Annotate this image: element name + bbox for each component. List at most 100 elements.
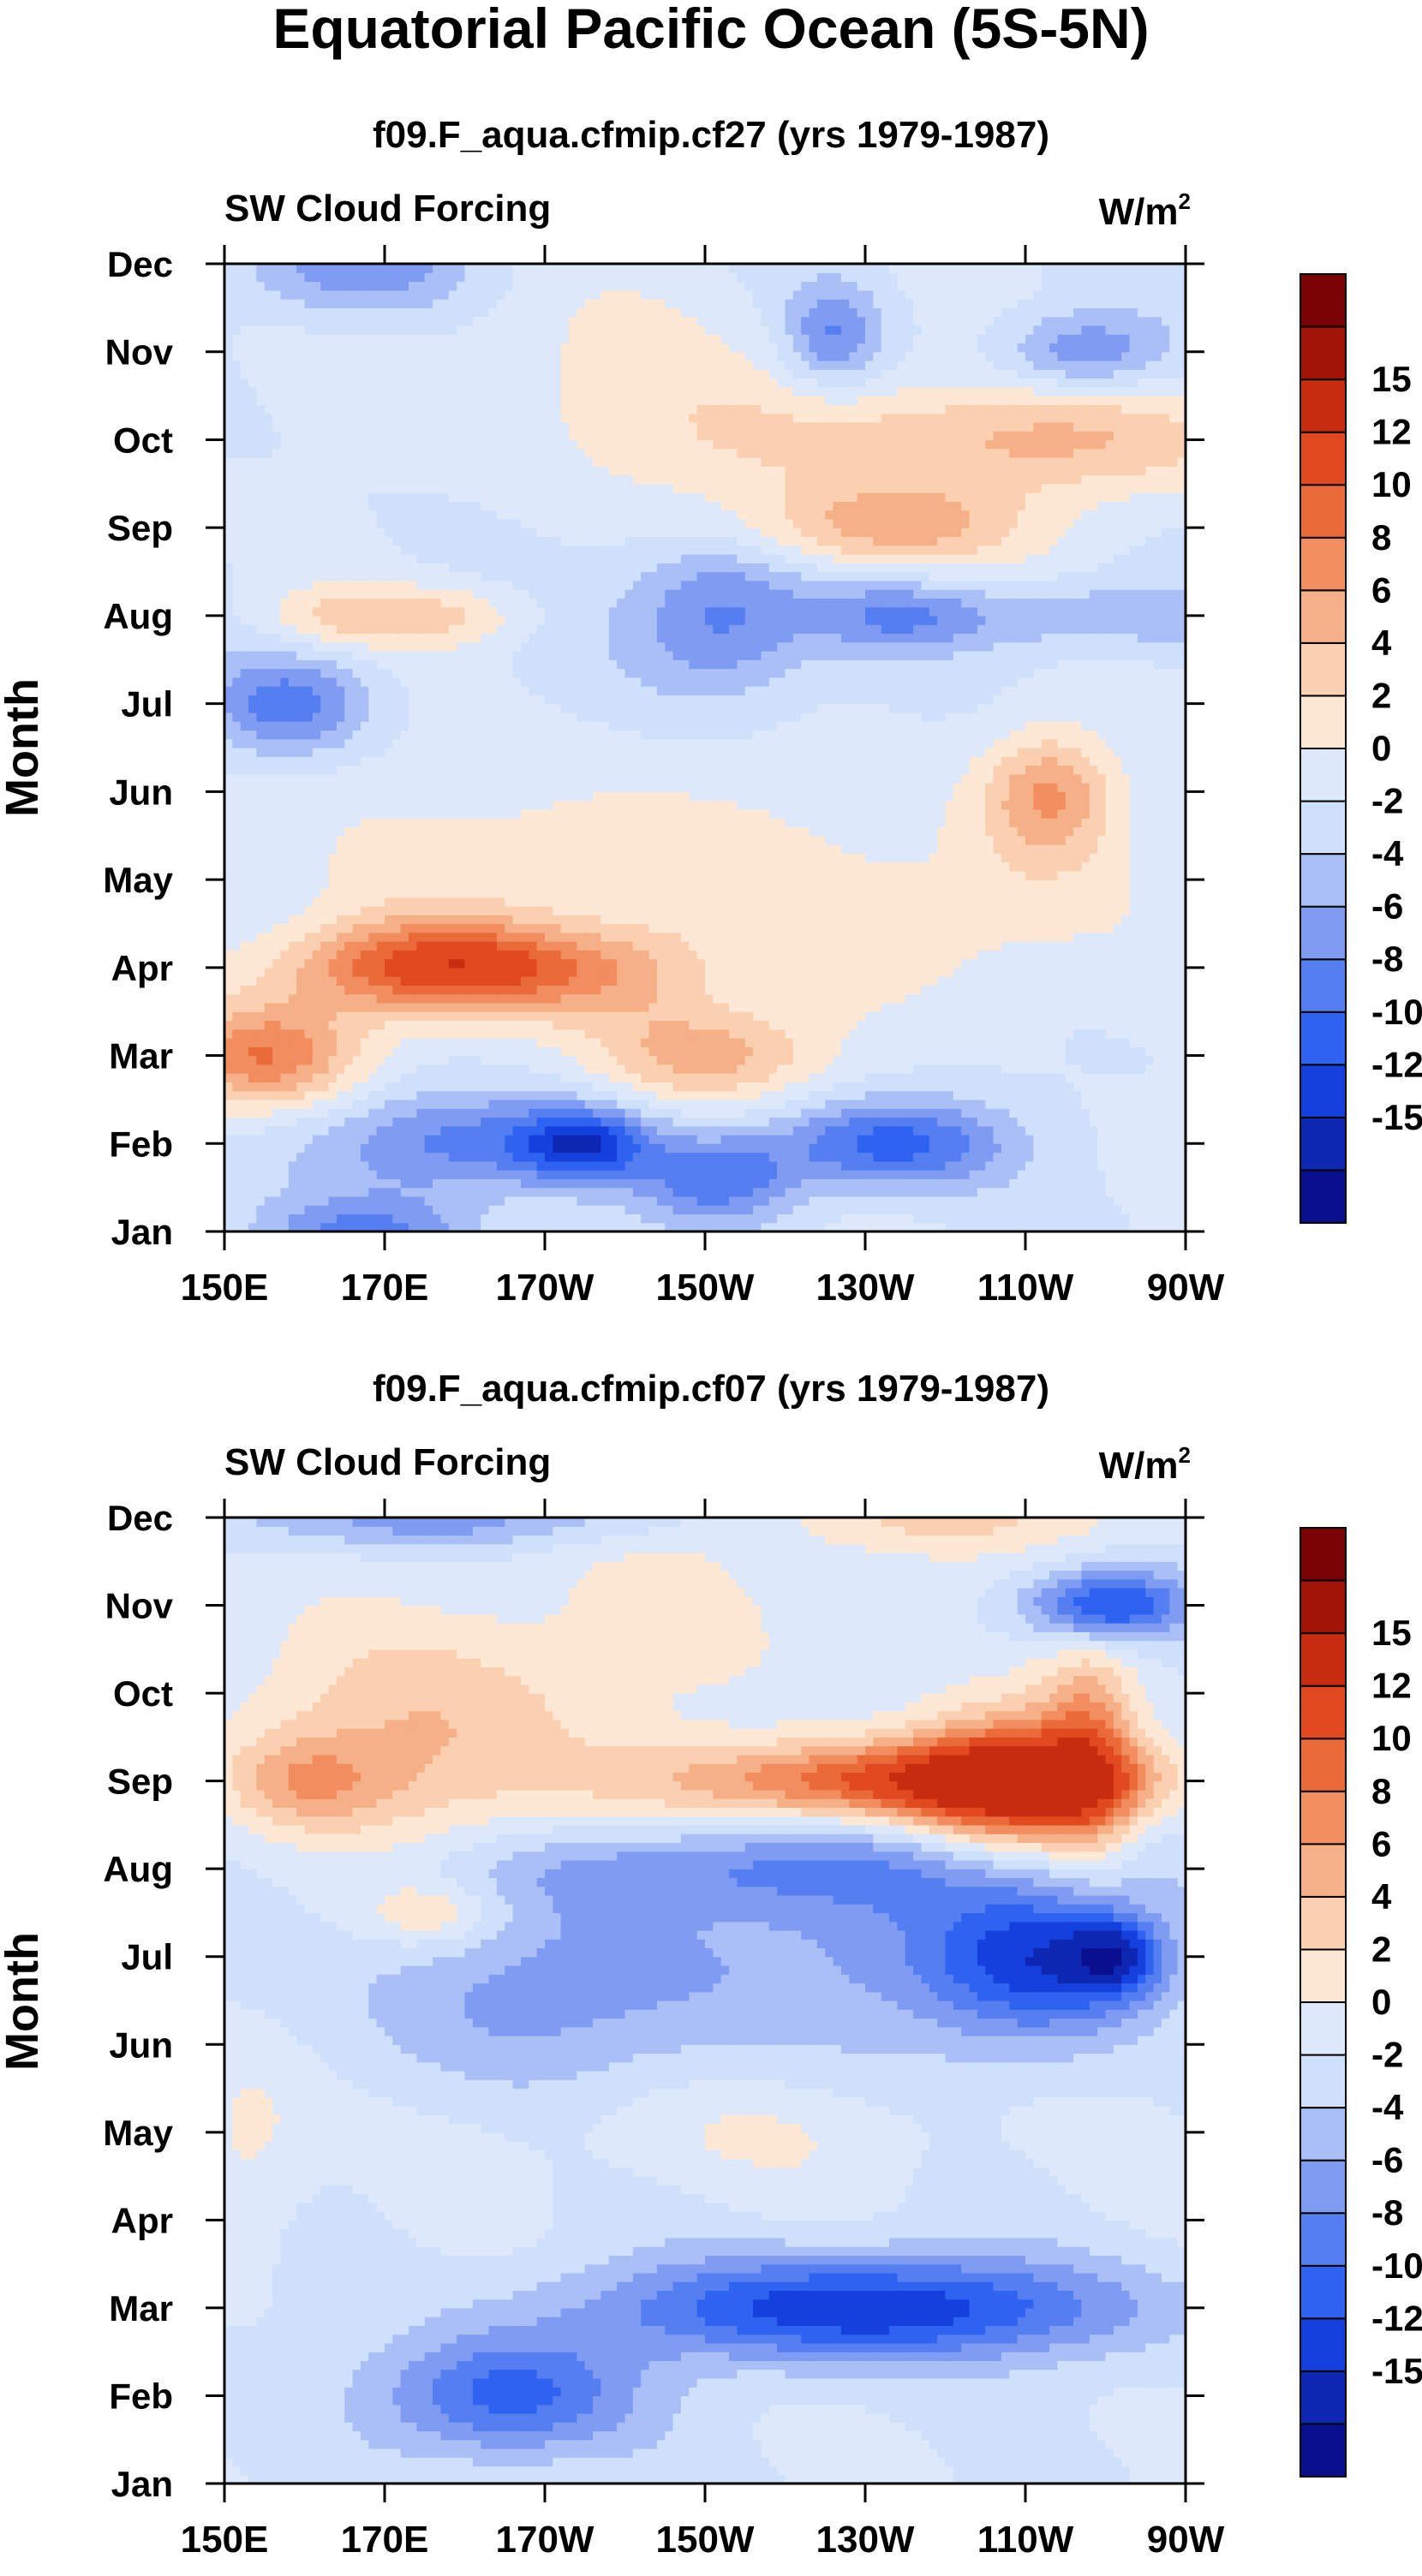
heatmap-cell xyxy=(248,686,257,695)
heatmap-cell xyxy=(488,1055,498,1065)
heatmap-cell xyxy=(536,1213,546,1224)
heatmap-cell xyxy=(232,378,242,388)
heatmap-cell xyxy=(433,941,442,951)
heatmap-cell xyxy=(536,439,546,450)
heatmap-cell xyxy=(392,958,402,969)
heatmap-cell xyxy=(520,1125,529,1136)
heatmap-cell xyxy=(304,695,314,705)
heatmap-cell xyxy=(569,993,577,1004)
heatmap-cell xyxy=(512,281,522,291)
heatmap-cell xyxy=(553,862,562,872)
heatmap-cell xyxy=(448,1055,457,1065)
heatmap-cell xyxy=(577,474,586,485)
heatmap-cell xyxy=(440,307,450,318)
heatmap-cell xyxy=(232,791,242,802)
heatmap-cell xyxy=(240,686,249,695)
heatmap-cell xyxy=(560,545,570,555)
heatmap-cell xyxy=(448,888,457,898)
heatmap-cell xyxy=(409,1090,417,1100)
heatmap-cell xyxy=(296,492,306,502)
heatmap-cell xyxy=(529,1046,538,1057)
heatmap-cell xyxy=(433,915,442,925)
heatmap-cell xyxy=(416,1170,426,1179)
heatmap-cell xyxy=(553,334,562,344)
heatmap-cell xyxy=(457,853,466,863)
heatmap-cell xyxy=(240,528,249,538)
heatmap-cell xyxy=(464,985,474,995)
heatmap-cell xyxy=(448,1073,457,1082)
heatmap-cell xyxy=(280,1178,290,1189)
heatmap-cell xyxy=(481,466,490,476)
heatmap-cell xyxy=(264,1029,273,1039)
heatmap-cell xyxy=(481,361,490,370)
heatmap-cell xyxy=(481,818,490,828)
heatmap-cell xyxy=(545,1222,553,1231)
heatmap-cell xyxy=(336,1090,345,1100)
heatmap-cell xyxy=(385,835,393,845)
heatmap-cell xyxy=(553,448,562,458)
heatmap-cell xyxy=(536,712,546,722)
heatmap-cell xyxy=(256,492,266,502)
heatmap-cell xyxy=(328,1002,338,1012)
heatmap-cell xyxy=(256,1205,266,1215)
heatmap-cell xyxy=(392,571,402,581)
heatmap-cell xyxy=(392,439,402,450)
heatmap-cell xyxy=(448,748,457,757)
heatmap-cell xyxy=(280,1020,290,1030)
heatmap-cell xyxy=(304,880,314,889)
heatmap-cell xyxy=(304,950,314,960)
heatmap-cell xyxy=(385,870,393,880)
heatmap-cell xyxy=(577,510,586,520)
heatmap-cell xyxy=(296,1187,306,1197)
heatmap-cell xyxy=(224,351,233,361)
heatmap-cell xyxy=(280,351,290,361)
heatmap-cell xyxy=(409,606,417,617)
heatmap-cell xyxy=(569,730,577,740)
heatmap-cell xyxy=(472,536,481,546)
heatmap-cell xyxy=(264,571,273,581)
heatmap-cell xyxy=(272,624,282,635)
heatmap-cell xyxy=(409,528,417,538)
heatmap-cell xyxy=(256,993,266,1004)
heatmap-cell xyxy=(385,299,393,308)
heatmap-cell xyxy=(272,633,282,643)
heatmap-cell xyxy=(529,738,538,748)
heatmap-cell xyxy=(248,668,257,678)
heatmap-cell xyxy=(360,870,369,880)
heatmap-cell xyxy=(224,677,233,687)
heatmap-cell xyxy=(328,580,338,590)
heatmap-cell xyxy=(488,659,498,670)
heatmap-cell xyxy=(328,677,338,687)
heatmap-cell xyxy=(360,299,369,308)
heatmap-cell xyxy=(344,765,354,775)
heatmap-cell xyxy=(385,1038,393,1047)
heatmap-cell xyxy=(352,466,361,476)
heatmap-cell xyxy=(376,307,385,318)
heatmap-cell xyxy=(256,413,266,423)
heatmap-cell xyxy=(256,888,266,898)
heatmap-cell xyxy=(569,1082,577,1092)
heatmap-cell xyxy=(288,598,297,608)
heatmap-cell xyxy=(400,1046,409,1057)
heatmap-cell xyxy=(368,897,378,907)
heatmap-cell xyxy=(481,897,490,907)
heatmap-cell xyxy=(496,703,505,713)
heatmap-cell xyxy=(472,985,481,995)
heatmap-cell xyxy=(240,783,249,792)
heatmap-cell xyxy=(433,1090,442,1100)
heatmap-cell xyxy=(240,421,249,432)
heatmap-cell xyxy=(440,536,450,546)
heatmap-cell xyxy=(424,606,433,617)
heatmap-cell xyxy=(272,396,282,405)
heatmap-cell xyxy=(248,1108,257,1118)
heatmap-cell xyxy=(457,396,466,405)
heatmap-cell xyxy=(440,818,450,828)
heatmap-cell xyxy=(416,457,426,467)
heatmap-cell xyxy=(529,862,538,872)
heatmap-cell xyxy=(232,941,242,951)
heatmap-cell xyxy=(520,818,529,828)
heatmap-cell xyxy=(545,993,553,1004)
heatmap-cell xyxy=(328,1108,338,1118)
heatmap-cell xyxy=(240,721,249,731)
heatmap-cell xyxy=(481,1020,490,1030)
